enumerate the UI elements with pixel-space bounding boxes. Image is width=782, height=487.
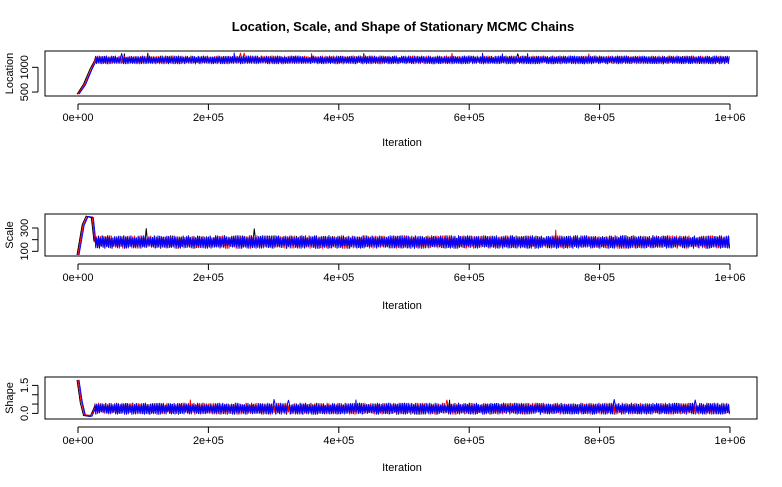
x-tick-label: 0e+00 bbox=[63, 272, 94, 284]
panel-scale: 0e+00 2e+05 4e+05 6e+05 8e+05 1e+06 100 300 Iter… bbox=[4, 213, 758, 312]
y-tick-label: 1.5 bbox=[19, 378, 31, 393]
x-tick-label: 4e+05 bbox=[323, 112, 354, 124]
figure-title: Location, Scale, and Shape of Stationary… bbox=[232, 19, 574, 34]
series-line-chain1 bbox=[76, 215, 730, 256]
y-tick-label: 500 bbox=[19, 83, 31, 101]
x-tick-label: 1e+06 bbox=[715, 435, 746, 447]
x-tick-label: 6e+05 bbox=[454, 435, 485, 447]
y-tick-label: 300 bbox=[19, 219, 31, 237]
y-tick-label: 1000 bbox=[19, 55, 31, 79]
series-line-chain3 bbox=[78, 215, 730, 256]
x-tick-label: 6e+05 bbox=[454, 272, 485, 284]
y-axis-label: Shape bbox=[4, 382, 16, 414]
x-tick-label: 2e+05 bbox=[193, 435, 224, 447]
y-axis-label: Location bbox=[4, 53, 16, 95]
x-tick-label: 4e+05 bbox=[323, 435, 354, 447]
x-tick-label: 0e+00 bbox=[63, 435, 94, 447]
plot-frame bbox=[44, 376, 758, 420]
plot-frame bbox=[44, 213, 758, 257]
y-tick-label: 100 bbox=[19, 242, 31, 260]
y-tick-label: 0.0 bbox=[19, 406, 31, 421]
panel-location: 0e+00 2e+05 4e+05 6e+05 8e+05 1e+06 500 1000 Ite… bbox=[4, 50, 758, 149]
x-tick-label: 6e+05 bbox=[454, 112, 485, 124]
y-axis-label: Scale bbox=[4, 221, 16, 249]
x-tick-label: 4e+05 bbox=[323, 272, 354, 284]
x-tick-label: 8e+05 bbox=[584, 435, 615, 447]
series-line-chain3 bbox=[78, 52, 730, 95]
panel-shape: 0e+00 2e+05 4e+05 6e+05 8e+05 1e+06 0.0 1.5 Iter… bbox=[4, 376, 758, 474]
x-axis-label: Iteration bbox=[382, 462, 422, 474]
x-tick-label: 8e+05 bbox=[584, 112, 615, 124]
x-tick-label: 0e+00 bbox=[63, 112, 94, 124]
traces-scale bbox=[76, 215, 730, 256]
x-tick-label: 2e+05 bbox=[193, 112, 224, 124]
x-tick-label: 1e+06 bbox=[715, 112, 746, 124]
plot-frame bbox=[44, 50, 758, 97]
x-tick-label: 1e+06 bbox=[715, 272, 746, 284]
traces-location bbox=[76, 52, 730, 95]
x-tick-label: 8e+05 bbox=[584, 272, 615, 284]
series-line-chain3 bbox=[78, 379, 730, 417]
x-axis-label: Iteration bbox=[382, 137, 422, 149]
x-tick-label: 2e+05 bbox=[193, 272, 224, 284]
x-axis-label: Iteration bbox=[382, 300, 422, 312]
traces-shape bbox=[76, 379, 730, 418]
